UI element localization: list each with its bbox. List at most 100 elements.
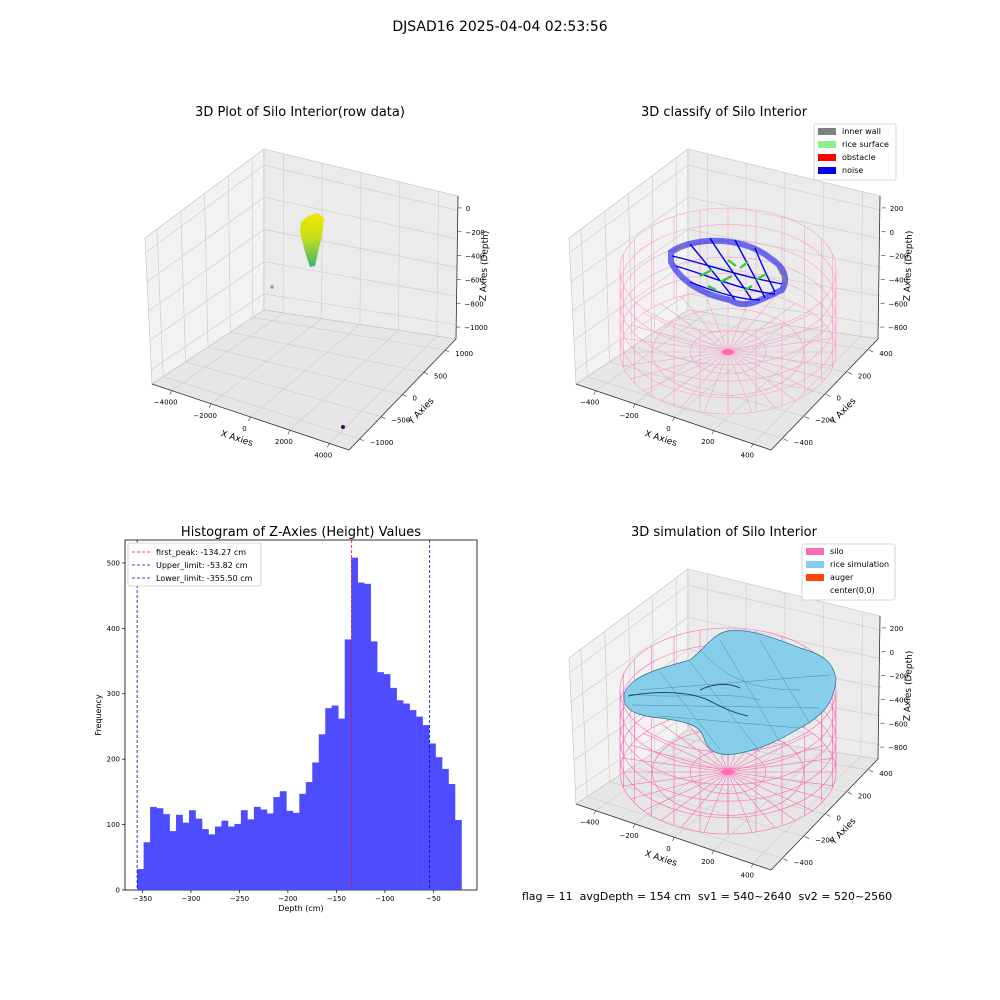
z-tick-label: 0 [890, 649, 894, 657]
outlier-point [270, 285, 274, 289]
histogram-bar [390, 687, 397, 890]
silo-floor-spoke [727, 337, 834, 353]
x-tick-label: −200 [619, 832, 638, 840]
y-tick-label: −500 [391, 417, 410, 425]
silo-floor-spoke [727, 351, 826, 380]
grid-line [227, 175, 424, 373]
histogram-bar [312, 762, 320, 890]
y-tick-label: 500 [107, 559, 120, 567]
legend: first_peak: -134.27 cm Upper_limit: -53.8… [127, 542, 262, 587]
axes-box [144, 148, 459, 451]
figure-suptitle: DJSAD16 2025-04-04 02:53:56 [392, 19, 607, 35]
histogram-bar [403, 703, 410, 890]
legend-swatch-obstacle [818, 154, 836, 161]
y-axis-line [770, 758, 879, 871]
y-axis-label: Frequency [94, 694, 103, 736]
histogram-bar [318, 734, 326, 890]
x-tick [751, 863, 754, 868]
histogram-bar [429, 743, 436, 890]
x-tick [327, 443, 330, 448]
y-tick-label: 0 [413, 395, 417, 403]
silo-floor-ring [689, 329, 767, 374]
x-axis-label: X Axies [219, 429, 254, 449]
rice-surface-mesh [629, 639, 831, 753]
grid-line [329, 191, 439, 444]
grid-line [570, 196, 882, 283]
histogram-bar [442, 768, 449, 890]
z-tick-label: −800 [465, 300, 484, 308]
legend: inner wall rice surface obstacle noise [813, 123, 897, 181]
legend-swatch-silo [806, 548, 824, 555]
z-tick-label: −200 [466, 229, 485, 237]
silo-floor-spoke [703, 771, 729, 833]
x-tick-label: −200 [619, 412, 638, 420]
silo-floor-spoke [703, 351, 729, 413]
tick-labels: −4000 −2000 0 2000 4000 −1000 −500 0 500 1000 0 −20… [154, 205, 488, 459]
histogram-bar [137, 869, 144, 890]
histogram-bar [422, 725, 430, 890]
x-tick-label: 400 [741, 871, 754, 879]
y-tick [826, 814, 831, 817]
legend-label: center(0,0) [830, 586, 875, 595]
grid-line [180, 211, 382, 418]
rice-surface-points [699, 259, 767, 291]
silo-floor-spoke [727, 771, 796, 821]
x-tick-label: −400 [580, 819, 599, 827]
silo-floor-spoke [622, 757, 729, 773]
y-tick-label: −200 [815, 417, 834, 425]
histogram-bar [253, 806, 261, 890]
y-ticks: 0 100 200 300 400 500 [107, 559, 125, 895]
y-axis-label: Y Axies [828, 396, 859, 427]
z-tick-label: −400 [889, 276, 908, 284]
y-tick-label: 400 [879, 770, 892, 778]
grid-line [569, 584, 882, 673]
silo-floor-spoke [727, 313, 813, 353]
y-tick-label: 0 [837, 815, 841, 823]
z-tick-label: −600 [889, 720, 908, 728]
legend-label: obstacle [842, 153, 876, 162]
y-tick-label: 500 [434, 372, 447, 380]
y-tick-label: 100 [107, 821, 120, 829]
histogram-bar [150, 806, 157, 890]
y-tick-label: 200 [858, 792, 871, 800]
silo-floor-spoke [727, 351, 813, 391]
legend-swatch-rice-simulation [806, 561, 824, 568]
rice-simulation-surface [623, 629, 837, 755]
histogram-bar [305, 782, 313, 890]
raw-point-cloud [270, 213, 345, 429]
grid-line [753, 611, 863, 864]
y-tick [847, 372, 853, 375]
y-tick [869, 769, 874, 773]
grid-line [146, 196, 458, 283]
x-tick-label: 4000 [314, 451, 332, 459]
z-axis-line [455, 195, 459, 340]
y-tick-label: 0 [116, 887, 120, 895]
histogram-bar [176, 814, 183, 890]
noise-points [671, 237, 783, 301]
histogram-bar [409, 710, 417, 890]
rice-surface-fill [623, 629, 837, 755]
histogram-bar [344, 639, 352, 890]
histogram-bar [182, 822, 190, 890]
x-tick [711, 850, 715, 855]
noise-points [668, 237, 789, 308]
outlier-point [341, 425, 345, 429]
silo-floor-spoke [630, 351, 729, 380]
y-tick-label: 300 [107, 690, 120, 698]
legend-label: silo [830, 547, 844, 556]
silo-floor-spoke [643, 733, 729, 773]
x-axis-line [575, 803, 772, 871]
z-tick-label: 200 [890, 625, 903, 633]
silo-floor-spoke [643, 313, 729, 353]
silo-floor-spoke [727, 757, 834, 773]
histogram-bar [240, 810, 248, 890]
y-tick-label: 200 [107, 756, 120, 764]
legend-swatch-noise [818, 167, 836, 174]
histogram-bar [247, 819, 255, 890]
x-tick-label: −250 [230, 895, 249, 903]
z-axis-line [877, 195, 881, 340]
z-tick-label: −200 [889, 253, 908, 261]
histogram-bar [266, 813, 274, 890]
z-tick-label: −800 [888, 324, 907, 332]
